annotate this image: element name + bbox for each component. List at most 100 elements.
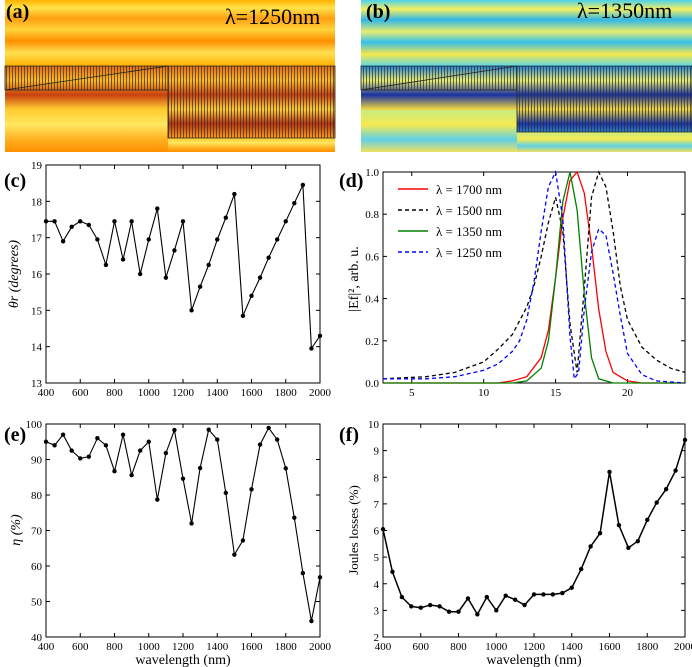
- data-point: [682, 437, 688, 443]
- y-tick-label: 50: [31, 597, 43, 609]
- field-b-bottom: [361, 110, 517, 152]
- data-point: [137, 271, 143, 277]
- y-tick-label: 17: [31, 233, 43, 245]
- data-point: [172, 248, 177, 253]
- x-tick-label: 1600: [599, 641, 622, 653]
- x-tick-label: 800: [106, 641, 123, 653]
- data-point: [189, 521, 194, 526]
- panel-c-axes: [45, 164, 321, 384]
- y-tick-label: 40: [31, 632, 43, 644]
- data-point: [418, 605, 423, 610]
- data-point: [465, 596, 471, 601]
- data-point: [427, 602, 433, 608]
- y-tick-label: 14: [31, 342, 43, 354]
- data-point: [52, 219, 57, 224]
- y-tick-label: 3: [374, 605, 380, 617]
- data-point: [409, 604, 414, 609]
- x-tick-label: 1400: [206, 641, 229, 653]
- data-point: [550, 592, 556, 597]
- data-point: [60, 239, 66, 244]
- x-tick-label: 1400: [206, 387, 229, 399]
- panel-f: (f) 400600800100012001400160018002000234…: [339, 419, 692, 667]
- data-point: [317, 333, 323, 338]
- y-tick-label: 15: [31, 305, 43, 317]
- panel-d-marks: 5 10 15 20 0.0 0.2 0.4 0.6 0.8 1.0 λ = 1700 nm λ = …: [365, 167, 686, 399]
- legend-label: λ = 1350 nm: [436, 224, 502, 239]
- y-tick-label: 2: [374, 632, 380, 644]
- data-point: [43, 219, 49, 224]
- data-point: [663, 487, 669, 492]
- x-tick-label: 1800: [636, 641, 659, 653]
- data-point: [475, 612, 480, 617]
- panel-a: (a) λ=1250nm: [4, 0, 336, 152]
- legend-label: λ = 1500 nm: [436, 203, 502, 218]
- panel-d-ylabel: |Ef|², arb. u.: [347, 246, 362, 311]
- y-tick-label: 5: [374, 552, 380, 564]
- data-point: [112, 219, 117, 224]
- data-point: [673, 468, 678, 473]
- panel-e-xlabel: wavelength (nm): [135, 653, 231, 667]
- x-tick-label: 1800: [275, 387, 298, 399]
- data-point: [129, 472, 134, 478]
- data-point: [223, 490, 229, 496]
- data-point: [522, 602, 527, 608]
- x-tick-label: 15: [550, 387, 562, 399]
- data-point: [283, 219, 288, 224]
- data-point: [257, 275, 263, 280]
- field-a-bottom-right: [168, 138, 335, 152]
- x-tick-label: 800: [450, 641, 467, 653]
- x-tick-label: 2000: [674, 641, 692, 653]
- data-point: [232, 191, 237, 197]
- y-tick-label: 0.8: [365, 209, 379, 221]
- y-tick-label: 19: [31, 160, 43, 172]
- data-point: [155, 206, 160, 211]
- y-tick-label: 100: [26, 419, 43, 431]
- data-point: [215, 237, 220, 242]
- panel-f-label: (f): [339, 424, 359, 446]
- y-tick-label: 1.0: [365, 167, 379, 179]
- data-point: [78, 219, 83, 224]
- data-point: [257, 442, 263, 447]
- series-line-1: [382, 170, 686, 380]
- data-point: [137, 448, 143, 453]
- y-tick-label: 0.0: [365, 378, 379, 390]
- data-point: [60, 432, 66, 437]
- panel-a-label: (a): [6, 1, 29, 23]
- panel-d-label: (d): [339, 170, 363, 192]
- data-point: [69, 448, 74, 453]
- x-tick-label: 800: [106, 387, 123, 399]
- data-point: [380, 526, 386, 532]
- panel-f-marks: 400 600 800 1000 1200 1400 1600 1800 2000 2 3 4 5 6 7 8…: [368, 419, 692, 653]
- y-tick-label: 9: [374, 446, 380, 458]
- y-tick-label: 18: [31, 196, 43, 208]
- data-point: [292, 515, 297, 520]
- series-line-2: [383, 171, 685, 384]
- data-point: [146, 237, 151, 242]
- data-point: [437, 604, 442, 609]
- data-point: [249, 487, 254, 492]
- panel-c-marks: 400 600 800 1000 1200 1400 1600 1800 2000 13 14 15 1…: [31, 160, 332, 399]
- data-point: [95, 237, 100, 242]
- data-point: [266, 255, 271, 260]
- data-point: [155, 497, 160, 502]
- data-point: [86, 222, 92, 228]
- data-point: [206, 262, 211, 268]
- data-point: [163, 275, 169, 280]
- data-point: [578, 566, 584, 572]
- series-line-3: [383, 169, 686, 384]
- panel-b-annotation: λ=1350nm: [577, 0, 672, 23]
- data-point: [531, 592, 537, 597]
- panel-f-xlabel: wavelength (nm): [486, 653, 582, 667]
- data-point: [86, 454, 92, 459]
- data-point: [635, 538, 641, 544]
- data-point: [569, 585, 574, 590]
- data-point: [626, 545, 631, 551]
- y-tick-label: 8: [374, 472, 380, 484]
- data-point: [300, 570, 306, 576]
- panel-c-label: (c): [4, 170, 26, 192]
- panel-e: (e) 400 600 800 1000 1200 1400 1600 1800 2000 40 5…: [4, 419, 332, 667]
- panel-e-marks: 400 600 800 1000 1200 1400 1600 1800 2000 40 50 60 7…: [26, 419, 332, 653]
- x-tick-label: 600: [413, 641, 430, 653]
- data-point: [399, 594, 405, 600]
- data-point: [283, 466, 288, 471]
